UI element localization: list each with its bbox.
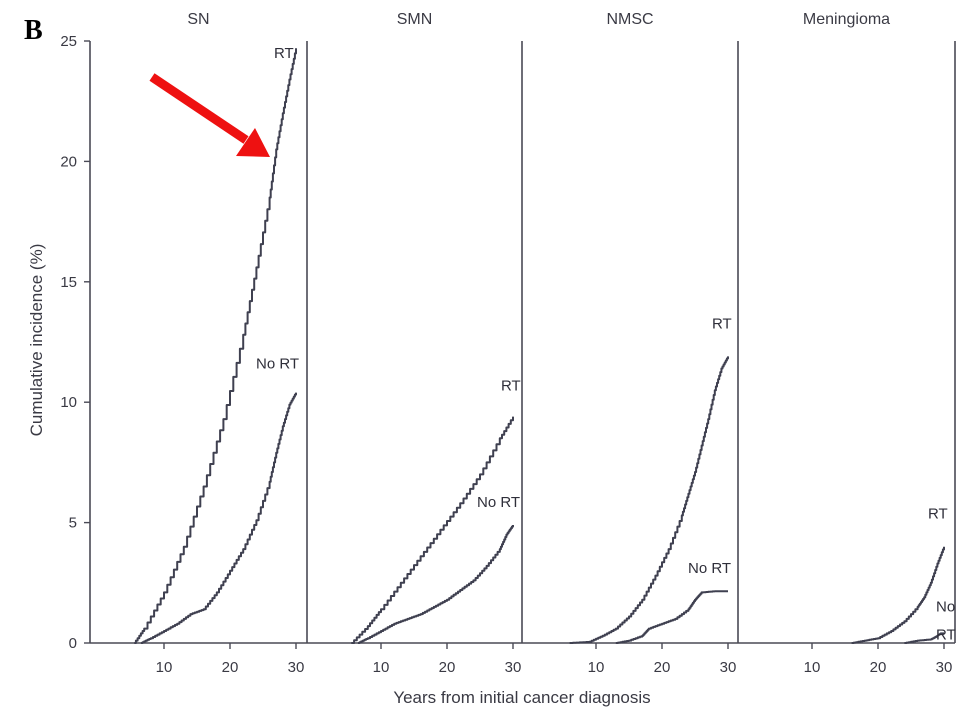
x-tick-label: 30 — [288, 659, 305, 676]
panel-sn: SN 0 5 10 15 20 25 10 20 30 — [60, 11, 308, 676]
y-tick-label: 10 — [60, 394, 77, 411]
x-tick-label: 20 — [439, 659, 456, 676]
x-tick-label: 30 — [936, 659, 953, 676]
curve-label: RT — [928, 506, 948, 523]
y-tick-label: 0 — [69, 635, 77, 652]
series-line-no-rt — [140, 392, 297, 644]
x-axis-label: Years from initial cancer diagnosis — [393, 688, 650, 707]
x-tick-label: 20 — [222, 659, 239, 676]
x-tick-label: 10 — [373, 659, 390, 676]
y-tick-label: 25 — [60, 33, 77, 50]
y-tick-label: 20 — [60, 153, 77, 170]
curve-label: No RT — [688, 560, 731, 577]
x-tick-label: 10 — [156, 659, 173, 676]
curve-label: RT — [936, 626, 956, 643]
series-line-rt — [351, 416, 514, 644]
panel-title: NMSC — [606, 11, 653, 28]
curve-label: No — [936, 598, 955, 615]
series-line-rt — [134, 48, 297, 644]
panel-smn: SMN 10 20 30 — [307, 11, 523, 676]
figure-panel-letter: B — [24, 15, 43, 46]
y-tick-label: 5 — [69, 515, 77, 532]
y-axis-label: Cumulative incidence (%) — [27, 244, 46, 437]
panel-meningioma: Meningioma 10 20 30 — [738, 11, 956, 676]
x-tick-label: 20 — [870, 659, 887, 676]
panel-title: SMN — [397, 11, 433, 28]
series-line-rt — [851, 546, 945, 644]
series-line-rt — [569, 356, 729, 644]
x-tick-label: 10 — [588, 659, 605, 676]
curve-label: RT — [712, 315, 732, 332]
series-line-no-rt — [357, 525, 514, 644]
panel-title: Meningioma — [803, 11, 890, 28]
y-tick-label: 15 — [60, 274, 77, 291]
series-line-no-rt — [904, 632, 945, 644]
panel-nmsc: NMSC 10 20 30 — [522, 11, 739, 676]
curve-label: RT — [501, 378, 521, 395]
red-arrow-icon — [149, 73, 270, 157]
series-line-no-rt — [615, 590, 728, 644]
curve-label: No RT — [256, 356, 299, 373]
x-tick-label: 10 — [804, 659, 821, 676]
x-tick-label: 30 — [720, 659, 737, 676]
curve-label: RT — [274, 45, 294, 62]
x-tick-label: 20 — [654, 659, 671, 676]
curve-label: No RT — [477, 494, 520, 511]
x-tick-label: 30 — [505, 659, 522, 676]
panel-title: SN — [187, 11, 209, 28]
